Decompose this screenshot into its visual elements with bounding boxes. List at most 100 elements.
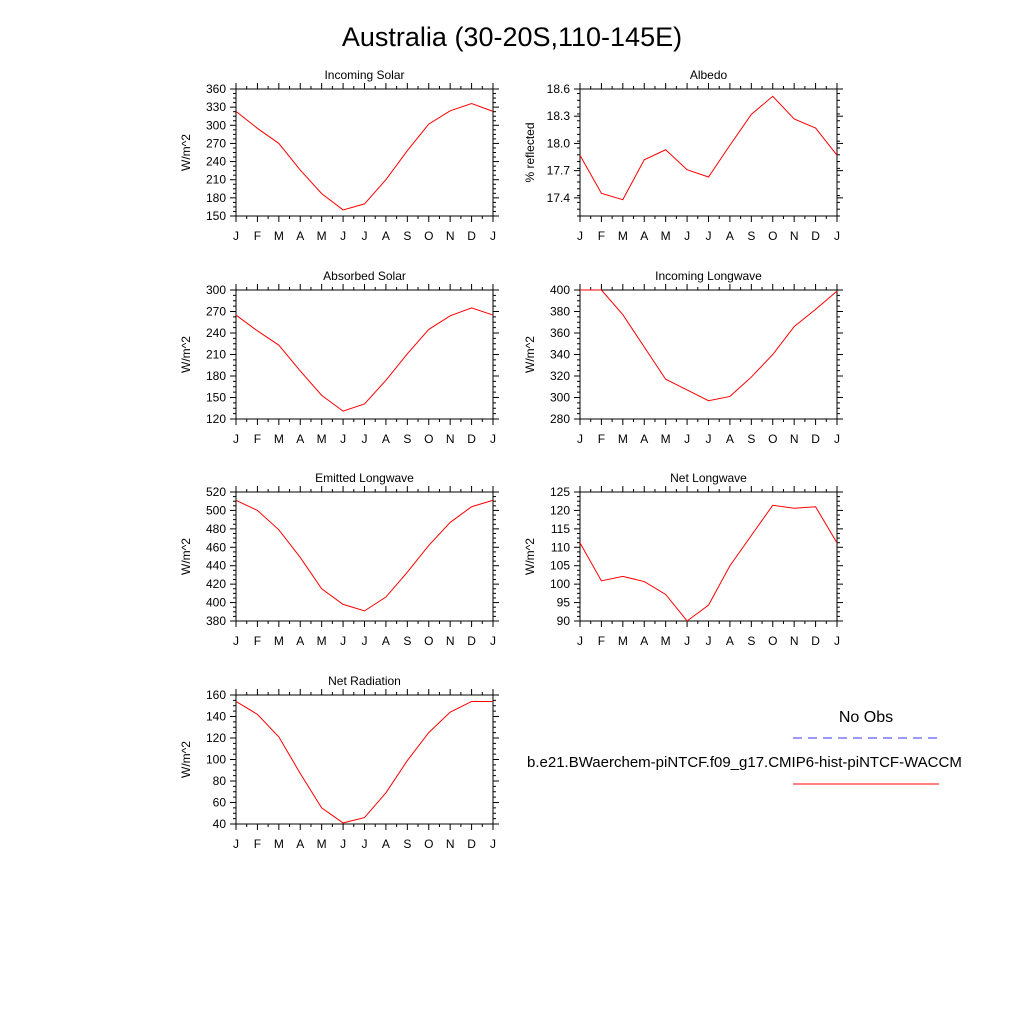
y-tick-label: 360: [206, 82, 226, 96]
x-tick-label: J: [233, 229, 239, 243]
x-tick-label: F: [254, 837, 261, 851]
x-tick-label: N: [790, 229, 799, 243]
y-tick-label: 105: [550, 559, 570, 573]
x-tick-label: J: [340, 229, 346, 243]
y-tick-label: 60: [213, 796, 227, 810]
y-tick-label: 330: [206, 100, 226, 114]
y-tick-label: 300: [550, 391, 570, 405]
x-tick-label: J: [706, 634, 712, 648]
x-tick-label: J: [684, 432, 690, 446]
y-tick-label: 420: [206, 577, 226, 591]
y-axis-label: % reflected: [523, 122, 537, 182]
x-tick-label: N: [446, 229, 455, 243]
y-tick-label: 280: [550, 412, 570, 426]
x-tick-label: S: [403, 432, 411, 446]
figure-title: Australia (30-20S,110-145E): [342, 22, 682, 52]
y-tick-label: 17.7: [547, 164, 571, 178]
x-tick-label: F: [598, 229, 605, 243]
x-tick-label: J: [490, 229, 496, 243]
plot-frame: [235, 289, 494, 420]
x-tick-label: M: [317, 432, 327, 446]
x-tick-label: S: [747, 229, 755, 243]
x-tick-label: M: [661, 634, 671, 648]
x-tick-label: J: [684, 229, 690, 243]
x-tick-label: M: [274, 837, 284, 851]
y-tick-label: 520: [206, 485, 226, 499]
x-tick-label: J: [834, 634, 840, 648]
x-tick-label: A: [296, 837, 304, 851]
y-tick-label: 270: [206, 136, 226, 150]
y-tick-label: 180: [206, 369, 226, 383]
panel-title: Absorbed Solar: [323, 269, 406, 283]
series-line: [235, 102, 494, 211]
y-tick-label: 300: [206, 118, 226, 132]
panel-title: Albedo: [690, 68, 728, 82]
x-tick-label: A: [296, 634, 304, 648]
y-axis-label: W/m^2: [179, 134, 193, 171]
x-tick-label: D: [811, 634, 820, 648]
y-axis-label: W/m^2: [179, 336, 193, 373]
y-tick-label: 40: [213, 817, 227, 831]
panel-title: Net Longwave: [670, 471, 747, 485]
y-tick-label: 125: [550, 485, 570, 499]
x-tick-label: S: [403, 837, 411, 851]
series-line: [580, 289, 838, 402]
x-tick-label: A: [382, 634, 390, 648]
x-tick-label: F: [254, 229, 261, 243]
x-tick-label: D: [467, 837, 476, 851]
x-tick-label: F: [598, 634, 605, 648]
y-axis-label: W/m^2: [179, 538, 193, 575]
y-tick-label: 270: [206, 305, 226, 319]
x-tick-label: J: [340, 432, 346, 446]
x-tick-label: J: [834, 229, 840, 243]
x-tick-label: J: [362, 229, 368, 243]
x-tick-label: S: [747, 634, 755, 648]
y-tick-label: 18.6: [547, 82, 571, 96]
y-tick-label: 400: [206, 596, 226, 610]
x-tick-label: J: [362, 634, 368, 648]
y-tick-label: 120: [206, 412, 226, 426]
y-tick-label: 95: [557, 596, 571, 610]
x-tick-label: A: [296, 229, 304, 243]
x-tick-label: M: [317, 229, 327, 243]
y-tick-label: 210: [206, 173, 226, 187]
x-tick-label: N: [790, 432, 799, 446]
x-tick-label: J: [233, 634, 239, 648]
y-tick-label: 100: [206, 753, 226, 767]
x-tick-label: O: [768, 432, 777, 446]
x-tick-label: F: [254, 432, 261, 446]
x-tick-label: J: [233, 837, 239, 851]
x-tick-label: J: [490, 432, 496, 446]
x-tick-label: O: [768, 229, 777, 243]
x-tick-label: N: [446, 634, 455, 648]
y-tick-label: 340: [550, 348, 570, 362]
y-tick-label: 150: [206, 209, 226, 223]
y-axis-label: W/m^2: [523, 336, 537, 373]
legend-obs-label: No Obs: [839, 709, 893, 726]
x-tick-label: J: [340, 837, 346, 851]
x-tick-label: M: [618, 229, 628, 243]
y-tick-label: 320: [550, 369, 570, 383]
x-tick-label: A: [726, 634, 734, 648]
y-tick-label: 210: [206, 348, 226, 362]
x-tick-label: S: [747, 432, 755, 446]
y-tick-label: 140: [206, 710, 226, 724]
x-tick-label: A: [640, 634, 648, 648]
x-tick-label: J: [490, 634, 496, 648]
x-tick-label: S: [403, 229, 411, 243]
x-tick-label: M: [618, 432, 628, 446]
x-tick-label: N: [446, 432, 455, 446]
y-tick-label: 360: [550, 326, 570, 340]
y-tick-label: 500: [206, 503, 226, 517]
x-tick-label: J: [490, 837, 496, 851]
panel-title: Net Radiation: [328, 674, 401, 688]
y-tick-label: 480: [206, 522, 226, 536]
y-tick-label: 460: [206, 540, 226, 554]
plot-frame: [235, 694, 494, 825]
y-tick-label: 300: [206, 283, 226, 297]
panel-title: Incoming Solar: [324, 68, 404, 82]
x-tick-label: D: [811, 229, 820, 243]
